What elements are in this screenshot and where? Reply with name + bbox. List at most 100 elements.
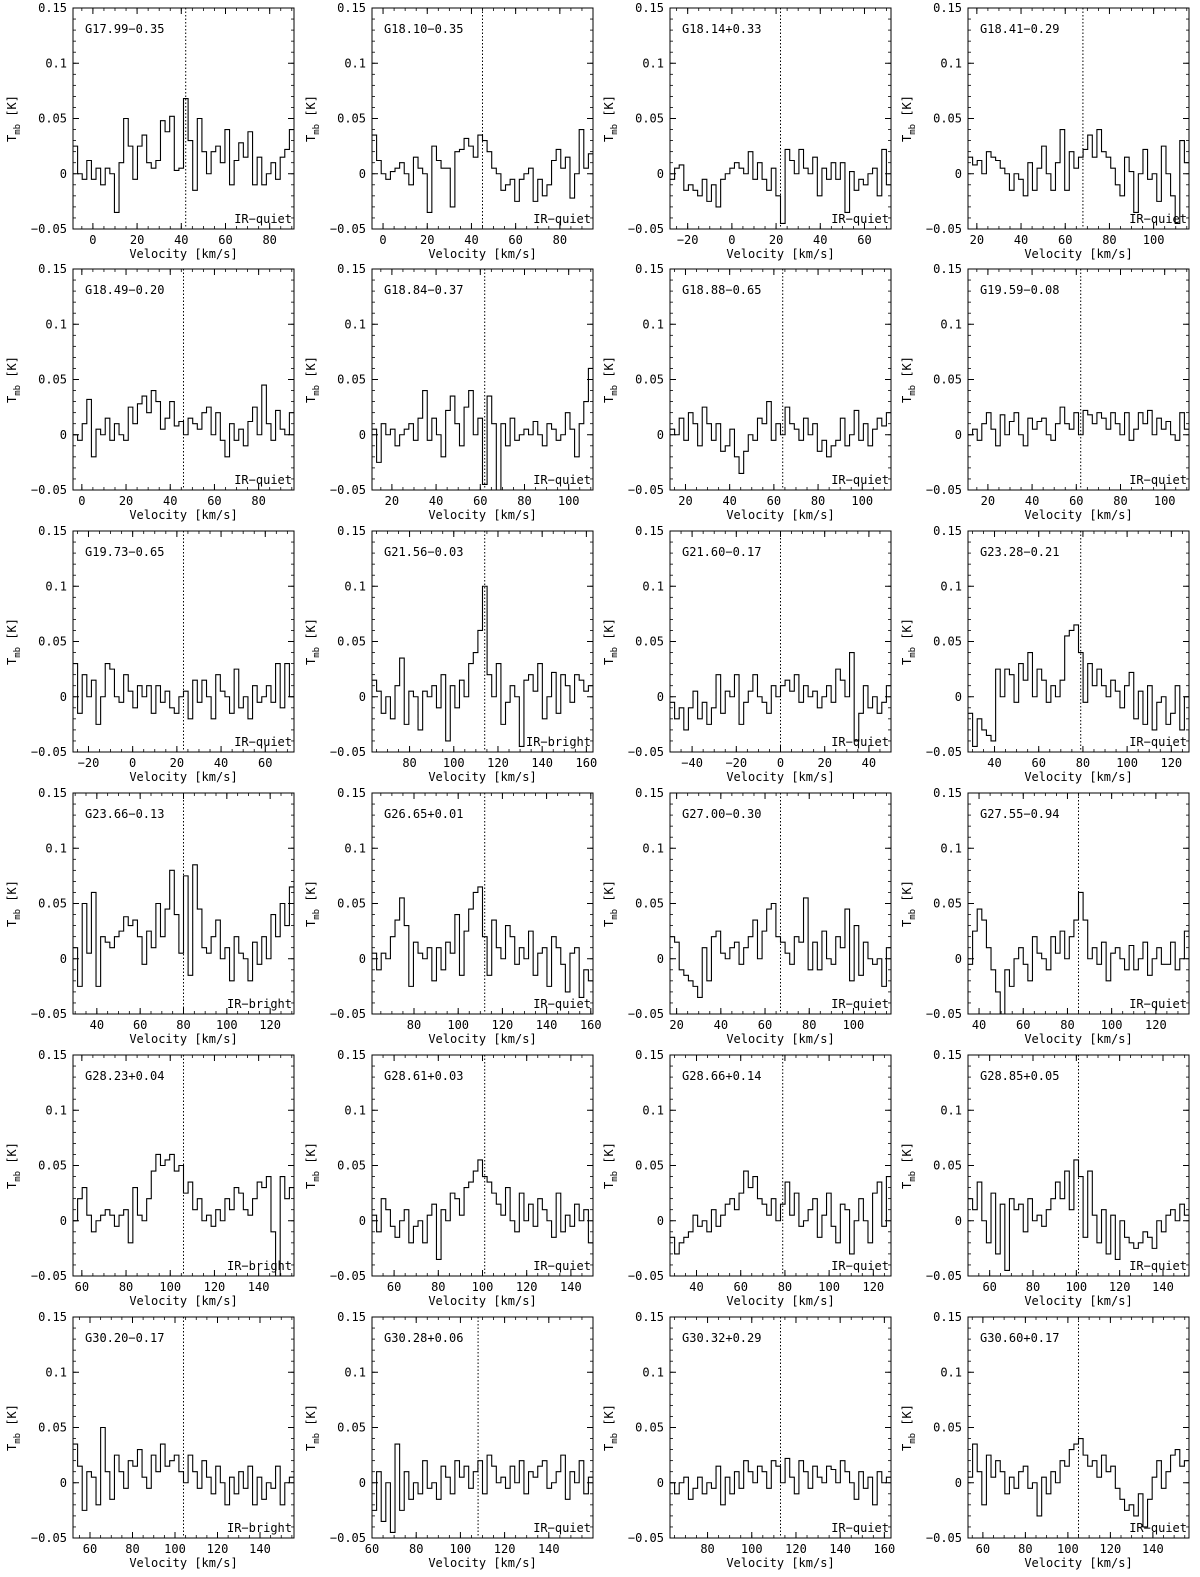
x-tick-label: 160 [580, 1018, 602, 1032]
y-tick-label: 0.15 [337, 524, 366, 538]
y-tick-label: 0 [359, 690, 366, 704]
x-tick-label: 120 [259, 1018, 281, 1032]
y-axis-title-main: T [602, 1444, 616, 1451]
x-tick-label: 140 [531, 756, 553, 770]
y-axis-title: Tmb [K] [602, 880, 620, 927]
x-tick-label: 40 [862, 756, 876, 770]
spectrum-line [372, 1159, 593, 1260]
x-tick-label: 60 [857, 233, 871, 247]
y-tick-label: 0.15 [337, 1, 366, 15]
y-tick-label: 0.1 [642, 1103, 664, 1117]
y-tick-label: 0.1 [642, 579, 664, 593]
panel-title: G18.10−0.35 [384, 22, 463, 36]
x-tick-label: 100 [818, 1280, 840, 1294]
y-axis-title: Tmb [K] [602, 1404, 620, 1451]
x-tick-label: 80 [802, 1018, 816, 1032]
y-tick-label: 0.05 [933, 112, 962, 126]
panel-title: G28.85+0.05 [980, 1069, 1059, 1083]
panel-classification: IR−bright [227, 997, 292, 1011]
x-tick-label: 60 [218, 233, 232, 247]
y-tick-label: 0.1 [344, 56, 366, 70]
x-tick-label: −40 [681, 756, 703, 770]
x-tick-label: 140 [1142, 1542, 1164, 1556]
y-tick-label: 0 [955, 952, 962, 966]
x-tick-label: 20 [678, 494, 692, 508]
x-axis-title: Velocity [km/s] [726, 247, 834, 261]
panel-title: G27.55−0.94 [980, 807, 1059, 821]
x-tick-label: 100 [164, 1542, 186, 1556]
x-axis-title: Velocity [km/s] [428, 508, 536, 522]
x-tick-label: 80 [1060, 1018, 1074, 1032]
x-tick-label: 80 [517, 494, 531, 508]
y-axis-title-main: T [900, 920, 914, 927]
y-tick-label: 0.15 [635, 786, 664, 800]
y-axis-title-unit: [K] [5, 1142, 19, 1171]
y-axis-title-main: T [5, 658, 19, 665]
x-tick-label: 100 [450, 1542, 472, 1556]
panel-title: G30.60+0.17 [980, 1331, 1059, 1345]
x-tick-label: 60 [365, 1542, 379, 1556]
y-tick-label: −0.05 [926, 483, 962, 497]
spectrum-line [670, 897, 891, 998]
x-tick-label: 60 [387, 1280, 401, 1294]
y-axis-title: Tmb [K] [5, 95, 23, 142]
y-axis-title-main: T [602, 658, 616, 665]
y-tick-label: 0.05 [933, 897, 962, 911]
x-tick-label: 60 [982, 1280, 996, 1294]
y-tick-label: −0.05 [31, 745, 67, 759]
panel-classification: IR−quiet [533, 212, 591, 226]
panel-classification: IR−quiet [831, 735, 889, 749]
y-axis-title: Tmb [K] [602, 1142, 620, 1189]
y-tick-label: 0.15 [38, 786, 67, 800]
plot-frame [669, 268, 892, 491]
x-tick-label: 160 [874, 1542, 896, 1556]
x-tick-label: −20 [78, 756, 100, 770]
x-tick-label: 80 [1076, 756, 1090, 770]
y-tick-label: 0.1 [344, 579, 366, 593]
x-tick-label: 80 [1113, 494, 1127, 508]
x-tick-label: 20 [769, 233, 783, 247]
plot-frame [967, 7, 1190, 230]
y-tick-label: −0.05 [31, 222, 67, 236]
x-tick-label: 20 [170, 756, 184, 770]
y-axis-title-main: T [602, 1182, 616, 1189]
y-tick-label: 0 [359, 1476, 366, 1490]
x-tick-label: 60 [258, 756, 272, 770]
y-tick-label: 0.05 [635, 1159, 664, 1173]
y-tick-label: 0.1 [642, 841, 664, 855]
x-tick-label: 120 [492, 1018, 514, 1032]
y-tick-label: 0.15 [38, 1310, 67, 1324]
x-tick-label: 100 [443, 756, 465, 770]
y-tick-label: 0.05 [337, 635, 366, 649]
y-tick-label: −0.05 [628, 1007, 664, 1021]
x-tick-label: 40 [987, 756, 1001, 770]
y-tick-label: 0 [359, 428, 366, 442]
x-tick-label: 140 [538, 1542, 560, 1556]
x-tick-label: 60 [733, 1280, 747, 1294]
y-axis-title: Tmb [K] [304, 356, 322, 403]
panel-title: G18.84−0.37 [384, 283, 463, 297]
y-tick-label: 0 [955, 428, 962, 442]
x-tick-label: 120 [1100, 1542, 1122, 1556]
y-tick-label: 0 [60, 167, 67, 181]
y-tick-label: 0.15 [635, 524, 664, 538]
y-axis-title-unit: [K] [900, 95, 914, 124]
spectrum-line [670, 1170, 891, 1255]
x-axis-title: Velocity [km/s] [1024, 247, 1132, 261]
panel-title: G18.14+0.33 [682, 22, 761, 36]
y-axis-title-main: T [5, 920, 19, 927]
x-tick-label: 40 [174, 233, 188, 247]
y-tick-label: 0 [955, 167, 962, 181]
plot-frame [669, 1054, 892, 1277]
y-axis-title-main: T [5, 396, 19, 403]
x-tick-label: 100 [1057, 1542, 1079, 1556]
plot-frame [72, 268, 295, 491]
x-tick-label: 100 [159, 1280, 181, 1294]
y-tick-label: 0.05 [337, 373, 366, 387]
x-tick-label: 140 [536, 1018, 558, 1032]
plot-frame [72, 1316, 295, 1539]
spectrum-line [73, 384, 294, 458]
x-tick-label: 100 [1143, 233, 1165, 247]
panel-title: G19.73−0.65 [85, 545, 164, 559]
y-axis-title: Tmb [K] [900, 1142, 918, 1189]
